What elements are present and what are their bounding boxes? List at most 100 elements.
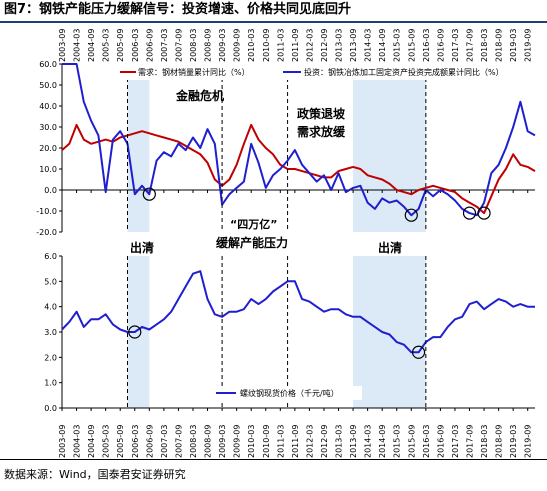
bottom-x-tick-29: 2018-03	[480, 425, 489, 458]
bottom-rule	[0, 459, 547, 460]
y-tick-label-1-0: 0.0	[44, 404, 57, 413]
bottom-x-tick-27: 2017-03	[451, 425, 460, 458]
bottom-x-tick-18: 2012-09	[320, 425, 329, 458]
top-x-tick-15: 2011-03	[276, 29, 285, 62]
y-tick-label-1-4: 4.0	[44, 303, 57, 312]
bottom-x-tick-22: 2014-09	[378, 425, 387, 458]
y-tick-label-0-3: 10.0	[39, 165, 57, 174]
bottom-x-tick-32: 2019-09	[524, 425, 533, 458]
trough-circle-5	[411, 345, 426, 359]
annotation-policy-2: 需求放缓	[297, 124, 346, 139]
bottom-x-tick-15: 2011-03	[276, 425, 285, 458]
top-x-tick-14: 2010-09	[262, 29, 271, 62]
trough-circle-1	[404, 208, 418, 222]
annotation-clear-right: 出清	[378, 240, 402, 255]
trough-circle-3	[477, 206, 491, 220]
top-x-tick-12: 2009-09	[233, 29, 242, 62]
top-x-tick-10: 2008-09	[204, 29, 213, 62]
y-tick-label-1-1: 1.0	[44, 379, 57, 388]
shade-bottom-0	[127, 256, 150, 408]
top-x-tick-21: 2014-03	[364, 29, 373, 62]
bottom-x-tick-5: 2006-03	[131, 425, 140, 458]
top-x-tick-26: 2016-09	[436, 29, 445, 62]
top-x-tick-24: 2015-09	[407, 29, 416, 62]
top-x-tick-8: 2007-09	[174, 29, 183, 62]
legend-price-label: 螺纹钢现货价格（千元/吨）	[240, 388, 339, 398]
top-x-tick-23: 2015-03	[393, 29, 402, 62]
bottom-x-tick-28: 2017-09	[466, 425, 475, 458]
bottom-x-tick-16: 2011-09	[291, 425, 300, 458]
legend-demand-label: 需求：钢材销量累计同比（%）	[138, 67, 250, 77]
top-x-tick-5: 2006-03	[131, 29, 140, 62]
bottom-x-tick-25: 2016-03	[422, 425, 431, 458]
series-line-1-0	[61, 270, 535, 354]
bottom-x-tick-31: 2019-03	[509, 425, 518, 458]
top-x-tick-3: 2005-03	[102, 29, 111, 62]
bottom-x-tick-1: 2004-03	[73, 425, 82, 458]
bottom-x-tick-11: 2009-03	[218, 425, 227, 458]
series-line-0-0	[61, 123, 536, 215]
bottom-x-tick-20: 2013-09	[349, 425, 358, 458]
y-tick-label-0-7: 50.0	[39, 81, 57, 90]
investment-demand-panel: -20.0 -10.0 0.0 10.0 20.0 30.0 40.0 50.0 60.0	[36, 60, 536, 237]
top-x-tick-0: 2003-09	[58, 29, 67, 62]
bottom-x-tick-23: 2015-03	[393, 425, 402, 458]
top-x-tick-29: 2018-03	[480, 29, 489, 62]
bottom-x-tick-21: 2014-03	[364, 425, 373, 458]
y-tick-label-1-5: 5.0	[44, 277, 57, 286]
y-tick-label-1-2: 2.0	[44, 353, 57, 362]
top-x-tick-32: 2019-09	[524, 29, 533, 62]
top-x-tick-18: 2012-09	[320, 29, 329, 62]
annotation-policy-1: 政策退坡	[297, 106, 346, 121]
legend-top-box	[117, 64, 535, 80]
source-note: 数据来源：Wind，国泰君安证券研究	[4, 468, 186, 481]
bottom-x-axis-labels: 2003-09 2004-03 2004-09 2005-03 2005-09 2006-…	[58, 425, 533, 458]
top-x-tick-6: 2006-09	[145, 29, 154, 62]
top-x-tick-30: 2018-09	[495, 29, 504, 62]
bottom-x-tick-14: 2010-09	[262, 425, 271, 458]
top-x-tick-31: 2019-03	[509, 29, 518, 62]
y-tick-label-0-8: 60.0	[39, 60, 57, 69]
top-x-tick-4: 2005-09	[116, 29, 125, 62]
bottom-x-tick-4: 2005-09	[116, 425, 125, 458]
y-tick-label-0-5: 30.0	[39, 123, 57, 132]
trough-circle-4	[128, 325, 142, 339]
y-tick-label-0-4: 20.0	[39, 144, 57, 153]
figure-title: 图7：钢铁产能压力缓解信号：投资增速、价格共同见底回升	[4, 2, 352, 17]
bottom-x-tick-7: 2007-03	[160, 425, 169, 458]
annotation-stimulus-1: “四万亿”	[230, 217, 277, 231]
top-x-tick-13: 2010-03	[247, 29, 256, 62]
top-x-tick-16: 2011-09	[291, 29, 300, 62]
y-tick-label-1-6: 6.0	[44, 252, 57, 261]
top-x-tick-17: 2012-03	[305, 29, 314, 62]
trough-circle-0	[142, 187, 156, 201]
top-x-tick-11: 2009-03	[218, 29, 227, 62]
annotation-stimulus-2: 缓解产能压力	[216, 235, 288, 250]
shade-top-1	[353, 64, 426, 232]
bottom-x-tick-3: 2005-03	[102, 425, 111, 458]
shade-top-0	[127, 64, 150, 232]
annotation-crisis: 金融危机	[175, 88, 224, 103]
shade-bottom-1	[353, 256, 426, 408]
bottom-x-tick-2: 2004-09	[87, 425, 96, 458]
y-tick-label-0-6: 40.0	[39, 102, 57, 111]
bottom-x-tick-13: 2010-03	[247, 425, 256, 458]
bottom-x-tick-26: 2016-09	[436, 425, 445, 458]
y-tick-label-0-1: -10.0	[36, 207, 57, 216]
top-x-tick-20: 2013-09	[349, 29, 358, 62]
bottom-x-tick-6: 2006-09	[145, 425, 154, 458]
bottom-x-tick-30: 2018-09	[495, 425, 504, 458]
legend-investment-label: 投资：钢铁冶炼加工固定资产投资完成额累计同比（%）	[304, 67, 504, 77]
annotation-clear-left: 出清	[130, 240, 154, 255]
bottom-x-tick-24: 2015-09	[407, 425, 416, 458]
clearance-shading	[127, 64, 426, 408]
rebar-price-panel: 0.0 1.0 2.0 3.0 4.0 5.0 6.0	[44, 252, 535, 413]
y-tick-label-1-3: 3.0	[44, 328, 57, 337]
top-x-tick-27: 2017-03	[451, 29, 460, 62]
top-x-tick-1: 2004-03	[73, 29, 82, 62]
bottom-x-tick-17: 2012-03	[305, 425, 314, 458]
top-x-tick-2: 2004-09	[87, 29, 96, 62]
top-x-tick-7: 2007-03	[160, 29, 169, 62]
bottom-x-tick-8: 2007-09	[174, 425, 183, 458]
